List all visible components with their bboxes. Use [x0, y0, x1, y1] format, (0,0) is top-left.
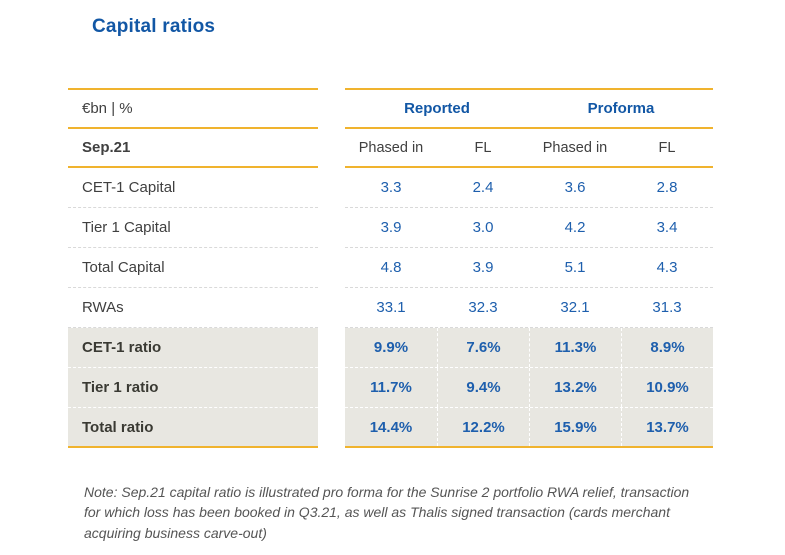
table-header-row-groups: €bn | % Reported Proforma [68, 88, 713, 129]
cell-reported-fl: 7.6% [437, 328, 529, 367]
sub-header-proforma-fl: FL [658, 139, 676, 156]
cell-proforma-phased-in: 11.3% [529, 328, 621, 367]
row-label: CET-1 Capital [68, 168, 318, 208]
column-gap [318, 129, 345, 168]
footnote: Note: Sep.21 capital ratio is illustrate… [84, 484, 690, 541]
table-row: CET-1 Capital 3.3 2.4 3.6 2.8 [68, 168, 713, 208]
table-row: Tier 1 Capital 3.9 3.0 4.2 3.4 [68, 208, 713, 248]
cell-proforma-phased-in: 4.2 [564, 219, 586, 236]
row-label: Total Capital [68, 248, 318, 288]
cell-proforma-fl: 3.4 [656, 219, 678, 236]
cell-proforma-fl: 31.3 [652, 299, 682, 316]
cell-proforma-fl: 8.9% [621, 328, 713, 367]
cell-proforma-phased-in: 13.2% [529, 368, 621, 407]
row-label: Tier 1 ratio [68, 368, 318, 408]
row-label: Tier 1 Capital [68, 208, 318, 248]
cell-reported-phased-in: 3.3 [380, 179, 402, 196]
page-title: Capital ratios [92, 16, 216, 37]
table-row: CET-1 ratio 9.9% 7.6% 11.3% 8.9% [68, 328, 713, 368]
table-row: Tier 1 ratio 11.7% 9.4% 13.2% 10.9% [68, 368, 713, 408]
unit-header: €bn | % [68, 88, 318, 129]
column-gap [318, 88, 345, 129]
cell-reported-phased-in: 4.8 [380, 259, 402, 276]
cell-reported-phased-in: 3.9 [380, 219, 402, 236]
cell-reported-fl: 32.3 [468, 299, 498, 316]
cell-proforma-fl: 2.8 [656, 179, 678, 196]
sub-header-reported-fl: FL [474, 139, 492, 156]
cell-proforma-fl: 13.7% [621, 408, 713, 446]
column-gap [318, 288, 345, 328]
row-label: CET-1 ratio [68, 328, 318, 368]
sub-header-reported-phased-in: Phased in [358, 139, 424, 156]
cell-proforma-phased-in: 32.1 [560, 299, 590, 316]
capital-ratios-table: €bn | % Reported Proforma Sep.21 Phased … [68, 88, 713, 448]
cell-reported-phased-in: 11.7% [370, 379, 412, 396]
column-gap [318, 368, 345, 408]
cell-reported-fl: 12.2% [437, 408, 529, 446]
column-gap [318, 208, 345, 248]
cell-proforma-phased-in: 3.6 [564, 179, 586, 196]
cell-proforma-phased-in: 5.1 [564, 259, 586, 276]
column-gap [318, 408, 345, 448]
table-body: CET-1 Capital 3.3 2.4 3.6 2.8 Tier 1 Cap… [68, 168, 713, 448]
cell-reported-phased-in: 33.1 [376, 299, 406, 316]
column-gap [318, 248, 345, 288]
cell-reported-fl: 9.4% [437, 368, 529, 407]
cell-reported-phased-in: 9.9% [373, 339, 409, 356]
cell-reported-fl: 2.4 [472, 179, 494, 196]
cell-reported-fl: 3.9 [472, 259, 494, 276]
cell-proforma-fl: 10.9% [621, 368, 713, 407]
cell-proforma-phased-in: 15.9% [529, 408, 621, 446]
period-header: Sep.21 [68, 129, 318, 168]
table-row: RWAs 33.1 32.3 32.1 31.3 [68, 288, 713, 328]
cell-reported-fl: 3.0 [472, 219, 494, 236]
group-header-reported: Reported [404, 100, 470, 117]
row-label: RWAs [68, 288, 318, 328]
table-row: Total ratio 14.4% 12.2% 15.9% 13.7% [68, 408, 713, 448]
sub-header-proforma-phased-in: Phased in [542, 139, 608, 156]
column-gap [318, 168, 345, 208]
cell-proforma-fl: 4.3 [656, 259, 678, 276]
group-header-proforma: Proforma [587, 100, 655, 117]
table-row: Total Capital 4.8 3.9 5.1 4.3 [68, 248, 713, 288]
cell-reported-phased-in: 14.4% [369, 418, 413, 436]
row-label: Total ratio [68, 408, 318, 448]
table-header-row-subcolumns: Sep.21 Phased in FL Phased in FL [68, 129, 713, 168]
column-gap [318, 328, 345, 368]
